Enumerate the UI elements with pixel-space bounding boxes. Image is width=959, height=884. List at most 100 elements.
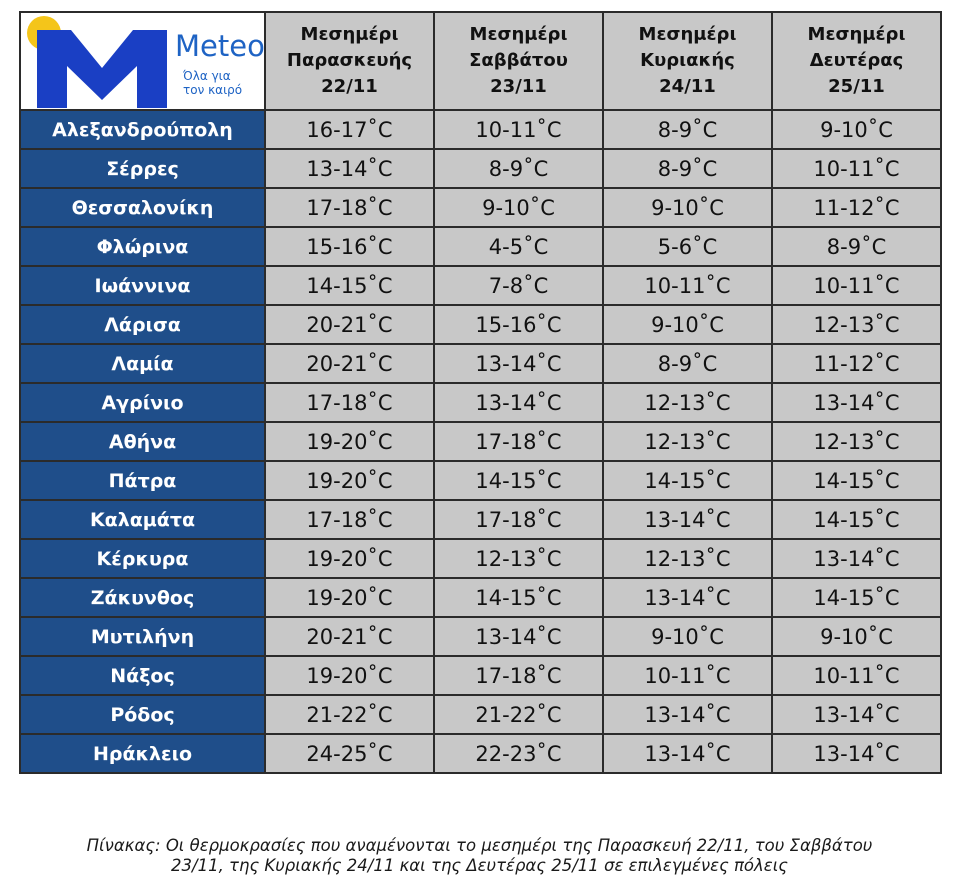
table-row: Λάρισα 20-21˚C 15-16˚C 9-10˚C 12-13˚C bbox=[19, 304, 942, 345]
table-row: Αγρίνιο 17-18˚C 13-14˚C 12-13˚C 13-14˚C bbox=[19, 382, 942, 423]
temperature-cell: 13-14˚C bbox=[264, 148, 435, 189]
temperature-cell: 21-22˚C bbox=[433, 694, 604, 735]
city-name: Καλαμάτα bbox=[19, 499, 266, 540]
temperature-cell: 14-15˚C bbox=[602, 460, 773, 501]
city-name: Σέρρες bbox=[19, 148, 266, 189]
temperature-cell: 12-13˚C bbox=[602, 421, 773, 462]
table-row: Πάτρα 19-20˚C 14-15˚C 14-15˚C 14-15˚C bbox=[19, 460, 942, 501]
table-row: Ηράκλειο 24-25˚C 22-23˚C 13-14˚C 13-14˚C bbox=[19, 733, 942, 774]
city-name: Αθήνα bbox=[19, 421, 266, 462]
temperature-cell: 10-11˚C bbox=[433, 109, 604, 150]
header-line: Παρασκευής bbox=[286, 50, 413, 71]
city-name: Ιωάννινα bbox=[19, 265, 266, 306]
forecast-table-container: Meteo Όλα για τον καιρό Μεσημέρι Παρασκε… bbox=[19, 11, 942, 774]
logo-cell: Meteo Όλα για τον καιρό bbox=[19, 11, 266, 111]
temperature-cell: 14-15˚C bbox=[771, 460, 942, 501]
temperature-cell: 14-15˚C bbox=[771, 577, 942, 618]
temperature-cell: 22-23˚C bbox=[433, 733, 604, 774]
header-line: Δευτέρας bbox=[809, 50, 904, 71]
header-date: 25/11 bbox=[828, 76, 885, 97]
temperature-cell: 12-13˚C bbox=[433, 538, 604, 579]
city-name: Κέρκυρα bbox=[19, 538, 266, 579]
table-row: Ιωάννινα 14-15˚C 7-8˚C 10-11˚C 10-11˚C bbox=[19, 265, 942, 306]
header-line: Κυριακής bbox=[640, 50, 735, 71]
temperature-cell: 9-10˚C bbox=[771, 616, 942, 657]
header-date: 23/11 bbox=[490, 76, 547, 97]
header-row: Meteo Όλα για τον καιρό Μεσημέρι Παρασκε… bbox=[19, 11, 942, 111]
caption-line1: Πίνακας: Οι θερμοκρασίες που αναμένονται… bbox=[86, 836, 873, 855]
temperature-cell: 4-5˚C bbox=[433, 226, 604, 267]
city-name: Θεσσαλονίκη bbox=[19, 187, 266, 228]
table-row: Λαμία 20-21˚C 13-14˚C 8-9˚C 11-12˚C bbox=[19, 343, 942, 384]
header-monday: Μεσημέρι Δευτέρας 25/11 bbox=[771, 11, 942, 111]
temperature-cell: 13-14˚C bbox=[602, 694, 773, 735]
temperature-cell: 20-21˚C bbox=[264, 343, 435, 384]
header-line: Μεσημέρι bbox=[300, 24, 399, 45]
temperature-cell: 13-14˚C bbox=[433, 382, 604, 423]
temperature-cell: 15-16˚C bbox=[264, 226, 435, 267]
temperature-cell: 8-9˚C bbox=[602, 343, 773, 384]
temperature-cell: 13-14˚C bbox=[771, 694, 942, 735]
table-body: Αλεξανδρούπολη 16-17˚C 10-11˚C 8-9˚C 9-10˚C Σ… bbox=[19, 109, 942, 774]
table-row: Ρόδος 21-22˚C 21-22˚C 13-14˚C 13-14˚C bbox=[19, 694, 942, 735]
temperature-cell: 9-10˚C bbox=[771, 109, 942, 150]
table-row: Θεσσαλονίκη 17-18˚C 9-10˚C 9-10˚C 11-12˚C bbox=[19, 187, 942, 228]
header-date: 22/11 bbox=[321, 76, 378, 97]
table-row: Αθήνα 19-20˚C 17-18˚C 12-13˚C 12-13˚C bbox=[19, 421, 942, 462]
temperature-cell: 10-11˚C bbox=[771, 148, 942, 189]
city-name: Αλεξανδρούπολη bbox=[19, 109, 266, 150]
header-line: Μεσημέρι bbox=[638, 24, 737, 45]
temperature-cell: 17-18˚C bbox=[264, 382, 435, 423]
temperature-cell: 13-14˚C bbox=[433, 343, 604, 384]
header-line: Μεσημέρι bbox=[807, 24, 906, 45]
table-row: Ζάκυνθος 19-20˚C 14-15˚C 13-14˚C 14-15˚C bbox=[19, 577, 942, 618]
city-name: Μυτιλήνη bbox=[19, 616, 266, 657]
brand-tagline: Όλα για τον καιρό bbox=[183, 69, 242, 97]
temperature-cell: 19-20˚C bbox=[264, 421, 435, 462]
temperature-cell: 19-20˚C bbox=[264, 538, 435, 579]
meteo-logo: Meteo Όλα για τον καιρό bbox=[25, 16, 265, 108]
temperature-cell: 9-10˚C bbox=[602, 616, 773, 657]
temperature-cell: 11-12˚C bbox=[771, 187, 942, 228]
temperature-cell: 24-25˚C bbox=[264, 733, 435, 774]
city-name: Λάρισα bbox=[19, 304, 266, 345]
tagline-line2: τον καιρό bbox=[183, 83, 243, 97]
city-name: Πάτρα bbox=[19, 460, 266, 501]
header-saturday: Μεσημέρι Σαββάτου 23/11 bbox=[433, 11, 604, 111]
temperature-cell: 9-10˚C bbox=[602, 304, 773, 345]
temperature-cell: 17-18˚C bbox=[433, 421, 604, 462]
temperature-cell: 5-6˚C bbox=[602, 226, 773, 267]
temperature-cell: 8-9˚C bbox=[433, 148, 604, 189]
table-row: Φλώρινα 15-16˚C 4-5˚C 5-6˚C 8-9˚C bbox=[19, 226, 942, 267]
header-line: Σαββάτου bbox=[469, 50, 568, 71]
temperature-cell: 16-17˚C bbox=[264, 109, 435, 150]
temperature-cell: 12-13˚C bbox=[771, 304, 942, 345]
city-name: Νάξος bbox=[19, 655, 266, 696]
table-row: Καλαμάτα 17-18˚C 17-18˚C 13-14˚C 14-15˚C bbox=[19, 499, 942, 540]
temperature-cell: 19-20˚C bbox=[264, 655, 435, 696]
temperature-cell: 20-21˚C bbox=[264, 616, 435, 657]
header-date: 24/11 bbox=[659, 76, 716, 97]
temperature-cell: 14-15˚C bbox=[433, 577, 604, 618]
table-caption: Πίνακας: Οι θερμοκρασίες που αναμένονται… bbox=[0, 836, 959, 876]
city-name: Ρόδος bbox=[19, 694, 266, 735]
temperature-cell: 13-14˚C bbox=[771, 538, 942, 579]
temperature-cell: 8-9˚C bbox=[771, 226, 942, 267]
temperature-cell: 10-11˚C bbox=[602, 655, 773, 696]
temperature-cell: 20-21˚C bbox=[264, 304, 435, 345]
temperature-cell: 9-10˚C bbox=[602, 187, 773, 228]
temperature-cell: 17-18˚C bbox=[433, 499, 604, 540]
temperature-cell: 17-18˚C bbox=[264, 187, 435, 228]
table-row: Μυτιλήνη 20-21˚C 13-14˚C 9-10˚C 9-10˚C bbox=[19, 616, 942, 657]
temperature-cell: 13-14˚C bbox=[602, 499, 773, 540]
temperature-cell: 10-11˚C bbox=[602, 265, 773, 306]
temperature-cell: 13-14˚C bbox=[602, 733, 773, 774]
temperature-cell: 13-14˚C bbox=[602, 577, 773, 618]
brand-name: Meteo bbox=[175, 29, 265, 63]
table-row: Κέρκυρα 19-20˚C 12-13˚C 12-13˚C 13-14˚C bbox=[19, 538, 942, 579]
caption-line2: 23/11, της Κυριακής 24/11 και της Δευτέρ… bbox=[171, 856, 788, 875]
forecast-table: Meteo Όλα για τον καιρό Μεσημέρι Παρασκε… bbox=[19, 11, 942, 774]
temperature-cell: 17-18˚C bbox=[433, 655, 604, 696]
temperature-cell: 13-14˚C bbox=[771, 733, 942, 774]
temperature-cell: 19-20˚C bbox=[264, 460, 435, 501]
